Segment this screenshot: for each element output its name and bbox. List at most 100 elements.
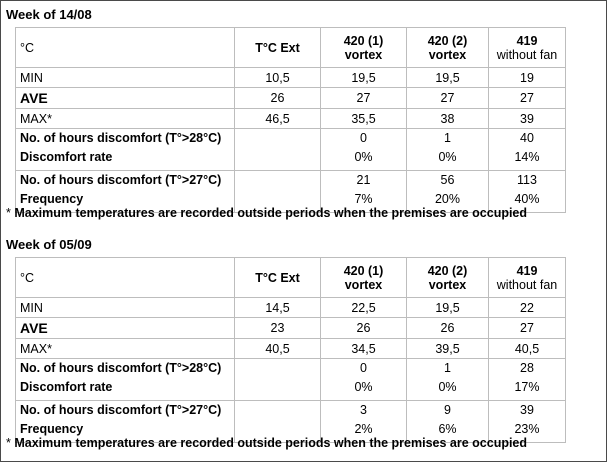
label-line: No. of hours discomfort (T°>28°C) xyxy=(20,361,222,375)
cell: 39 xyxy=(488,108,566,129)
unit-header: °C xyxy=(15,257,235,298)
max-row: MAX* 46,5 35,5 38 39 xyxy=(15,108,566,129)
cell: 34,5 xyxy=(320,338,407,359)
cell: 40 14% xyxy=(488,128,566,171)
hours-value: 9 xyxy=(444,403,451,417)
cell: 22 xyxy=(488,297,566,318)
room-420-1-header: 420 (1) vortex xyxy=(320,257,407,298)
label-line: Discomfort rate xyxy=(20,150,113,164)
footnote: * Maximum temperatures are recorded outs… xyxy=(6,436,527,450)
temperature-table: °C T°C Ext 420 (1) vortex 420 (2) vortex 4… xyxy=(15,27,566,213)
label-line: No. of hours discomfort (T°>27°C) xyxy=(20,173,222,187)
footnote-text: Maximum temperatures are recorded outsid… xyxy=(14,436,528,450)
max-row: MAX* 40,5 34,5 39,5 40,5 xyxy=(15,338,566,359)
cell: 19 xyxy=(488,67,566,88)
cell: 23 xyxy=(234,317,321,339)
rate-value: 20% xyxy=(434,192,461,206)
row-label: No. of hours discomfort (T°>28°C) Discomf… xyxy=(15,358,235,401)
row-label: No. of hours discomfort (T°>27°C) Frequen… xyxy=(15,400,235,443)
discomfort-27-row: No. of hours discomfort (T°>27°C) Frequen… xyxy=(15,400,566,443)
rate-value: 2% xyxy=(354,422,373,436)
discomfort-27-row: No. of hours discomfort (T°>27°C) Frequen… xyxy=(15,170,566,213)
row-label: MAX* xyxy=(15,108,235,129)
room-419-header: 419 without fan xyxy=(488,257,566,298)
footnote-text: Maximum temperatures are recorded outsid… xyxy=(14,206,528,220)
header-line: 420 (2) xyxy=(427,263,468,278)
rate-value: 17% xyxy=(514,380,540,394)
cell: 28 17% xyxy=(488,358,566,401)
cell: 40,5 xyxy=(488,338,566,359)
cell: 9 6% xyxy=(406,400,489,443)
cell: 26 xyxy=(406,317,489,339)
cell: 19,5 xyxy=(320,67,407,88)
cell: 56 20% xyxy=(406,170,489,213)
header-line: without fan xyxy=(496,47,558,62)
cell: 19,5 xyxy=(406,297,489,318)
rate-value: 0% xyxy=(354,380,373,394)
header-line: 420 (2) xyxy=(427,33,468,48)
hours-value: 0 xyxy=(360,361,367,375)
header-line: vortex xyxy=(344,47,383,62)
cell: 27 xyxy=(488,87,566,109)
cell: 27 xyxy=(320,87,407,109)
hours-value: 39 xyxy=(520,403,534,417)
header-line: vortex xyxy=(428,47,467,62)
row-label: MIN xyxy=(15,297,235,318)
row-label: MIN xyxy=(15,67,235,88)
cell: 38 xyxy=(406,108,489,129)
week-title: Week of 05/09 xyxy=(6,237,92,252)
week-title: Week of 14/08 xyxy=(6,7,92,22)
room-420-2-header: 420 (2) vortex xyxy=(406,257,489,298)
cell: 26 xyxy=(234,87,321,109)
cell xyxy=(234,358,321,401)
rate-value: 14% xyxy=(514,150,540,164)
cell: 14,5 xyxy=(234,297,321,318)
cell: 26 xyxy=(320,317,407,339)
min-row: MIN 10,5 19,5 19,5 19 xyxy=(15,67,566,88)
cell: 19,5 xyxy=(406,67,489,88)
header-line: 420 (1) xyxy=(343,33,384,48)
label-line: Discomfort rate xyxy=(20,380,113,394)
header-row: °C T°C Ext 420 (1) vortex 420 (2) vortex 4… xyxy=(15,27,566,68)
header-row: °C T°C Ext 420 (1) vortex 420 (2) vortex 4… xyxy=(15,257,566,298)
room-420-2-header: 420 (2) vortex xyxy=(406,27,489,68)
ave-row: AVE 26 27 27 27 xyxy=(15,87,566,109)
footnote: * Maximum temperatures are recorded outs… xyxy=(6,206,527,220)
min-row: MIN 14,5 22,5 19,5 22 xyxy=(15,297,566,318)
rate-value: 0% xyxy=(438,150,457,164)
row-label: AVE xyxy=(15,87,235,109)
cell: 0 0% xyxy=(320,128,407,171)
cell: 0 0% xyxy=(320,358,407,401)
hours-value: 28 xyxy=(520,361,534,375)
hours-value: 1 xyxy=(444,131,451,145)
footnote-star: * xyxy=(6,436,11,450)
discomfort-28-row: No. of hours discomfort (T°>28°C) Discomf… xyxy=(15,128,566,171)
cell: 10,5 xyxy=(234,67,321,88)
cell xyxy=(234,128,321,171)
header-line: 419 xyxy=(516,263,538,278)
rate-value: 0% xyxy=(354,150,373,164)
room-420-1-header: 420 (1) vortex xyxy=(320,27,407,68)
cell: 113 40% xyxy=(488,170,566,213)
discomfort-28-row: No. of hours discomfort (T°>28°C) Discomf… xyxy=(15,358,566,401)
label-line: Frequency xyxy=(20,422,84,436)
cell: 21 7% xyxy=(320,170,407,213)
label-line: No. of hours discomfort (T°>28°C) xyxy=(20,131,222,145)
rate-value: 7% xyxy=(354,192,373,206)
header-line: vortex xyxy=(344,277,383,292)
rate-value: 40% xyxy=(514,192,540,206)
unit-header: °C xyxy=(15,27,235,68)
header-line: without fan xyxy=(496,277,558,292)
cell: 1 0% xyxy=(406,358,489,401)
header-line: 420 (1) xyxy=(343,263,384,278)
rate-value: 0% xyxy=(438,380,457,394)
rate-value: 23% xyxy=(514,422,540,436)
hours-value: 21 xyxy=(356,173,371,187)
cell: 27 xyxy=(488,317,566,339)
header-line: 419 xyxy=(516,33,538,48)
ext-header: T°C Ext xyxy=(234,257,321,298)
label-line: No. of hours discomfort (T°>27°C) xyxy=(20,403,222,417)
row-label: No. of hours discomfort (T°>28°C) Discomf… xyxy=(15,128,235,171)
cell: 1 0% xyxy=(406,128,489,171)
cell: 27 xyxy=(406,87,489,109)
